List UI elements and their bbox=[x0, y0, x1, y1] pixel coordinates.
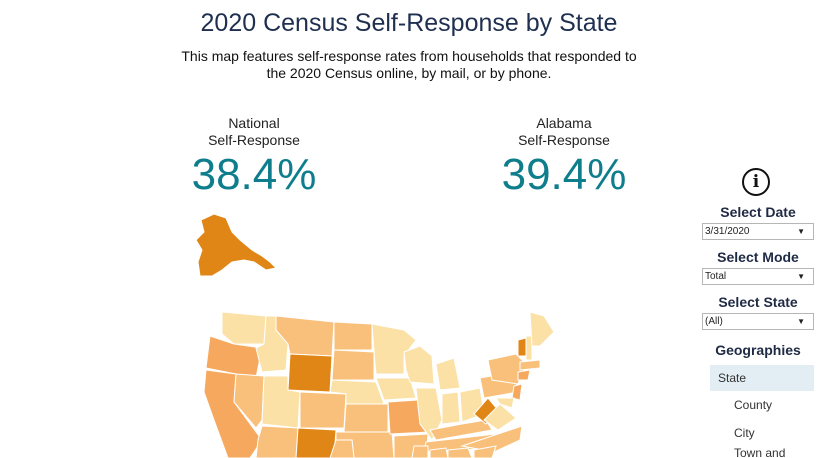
select-date-value: 3/31/2020 bbox=[705, 226, 750, 237]
state-iowa[interactable] bbox=[375, 377, 417, 401]
state-southcarolina[interactable] bbox=[473, 445, 497, 458]
page-title: 2020 Census Self-Response by State bbox=[200, 9, 618, 37]
state-wisconsin[interactable] bbox=[403, 345, 435, 385]
state-self-response-stat: Alabama Self-Response 39.4% bbox=[490, 115, 638, 198]
state-mississippi[interactable] bbox=[411, 445, 429, 458]
state-alabama[interactable] bbox=[429, 447, 449, 458]
chevron-down-icon: ▼ bbox=[797, 227, 805, 236]
state-newmexico[interactable] bbox=[295, 427, 337, 458]
select-mode-label: Select Mode bbox=[717, 249, 799, 265]
select-state-value: (All) bbox=[705, 316, 723, 327]
state-maine[interactable] bbox=[529, 311, 555, 347]
state-washington[interactable] bbox=[221, 311, 267, 345]
state-connecticut[interactable] bbox=[517, 369, 531, 381]
select-date-label: Select Date bbox=[720, 204, 796, 220]
state-colorado[interactable] bbox=[299, 391, 347, 429]
us-choropleth-map[interactable] bbox=[0, 0, 700, 458]
national-value: 38.4% bbox=[191, 150, 317, 199]
state-vermont[interactable] bbox=[517, 337, 527, 357]
state-newjersey[interactable] bbox=[511, 383, 523, 401]
state-georgia[interactable] bbox=[447, 447, 473, 458]
state-label-line2: Self-Response bbox=[518, 132, 610, 148]
select-mode-dropdown[interactable]: Total ▼ bbox=[702, 268, 814, 285]
geography-item-state[interactable]: State bbox=[710, 365, 814, 391]
national-self-response-stat: National Self-Response 38.4% bbox=[180, 115, 328, 198]
state-minnesota[interactable] bbox=[371, 323, 417, 375]
national-label-line2: Self-Response bbox=[208, 132, 300, 148]
state-label-line1: Alabama bbox=[536, 115, 592, 131]
page-subtitle: This map features self-response rates fr… bbox=[181, 48, 637, 81]
state-wyoming[interactable] bbox=[287, 353, 333, 393]
state-indiana[interactable] bbox=[441, 391, 461, 425]
state-southdakota[interactable] bbox=[331, 349, 375, 381]
chevron-down-icon: ▼ bbox=[797, 317, 805, 326]
state-oregon[interactable] bbox=[205, 335, 263, 379]
select-state-dropdown[interactable]: (All) ▼ bbox=[702, 313, 814, 330]
select-date-dropdown[interactable]: 3/31/2020 ▼ bbox=[702, 223, 814, 240]
geographies-title: Geographies bbox=[715, 342, 801, 358]
state-kentucky[interactable] bbox=[429, 419, 493, 441]
select-state-label: Select State bbox=[718, 294, 798, 310]
state-nevada[interactable] bbox=[233, 373, 265, 429]
state-newhampshire[interactable] bbox=[525, 335, 533, 361]
state-arizona[interactable] bbox=[255, 425, 299, 458]
geography-item-town[interactable]: Town and bbox=[734, 446, 786, 458]
state-virginia[interactable] bbox=[483, 403, 517, 431]
info-icon[interactable]: i bbox=[742, 168, 770, 196]
geography-item-county[interactable]: County bbox=[734, 398, 773, 412]
state-kansas[interactable] bbox=[343, 403, 389, 433]
state-maryland[interactable] bbox=[495, 397, 515, 409]
state-massachusetts[interactable] bbox=[519, 359, 541, 371]
state-value: 39.4% bbox=[501, 150, 627, 199]
select-mode-value: Total bbox=[705, 271, 727, 282]
state-northdakota[interactable] bbox=[333, 321, 373, 351]
state-alaska[interactable] bbox=[195, 213, 278, 277]
state-michigan[interactable] bbox=[435, 357, 461, 391]
national-label-line1: National bbox=[228, 115, 280, 131]
geography-item-city[interactable]: City bbox=[734, 426, 755, 440]
state-texas[interactable] bbox=[329, 439, 355, 458]
chevron-down-icon: ▼ bbox=[797, 272, 805, 281]
